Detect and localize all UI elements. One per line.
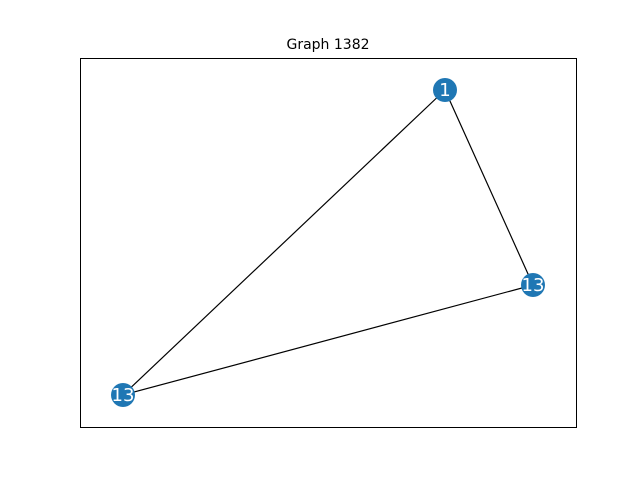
graph-node-label: 13: [112, 385, 135, 406]
graph-edges: [122, 89, 534, 396]
graph-node-label: 13: [522, 275, 545, 296]
graph-node-circle: [111, 383, 135, 407]
graph-title: Graph 1382: [286, 37, 369, 53]
graph-edge-n1-n3: [122, 89, 446, 396]
graph-node-n3: 13: [111, 383, 135, 407]
graph-node-n2: 13: [521, 273, 545, 297]
graph-nodes: 1 13 13: [111, 78, 545, 407]
graph-node-n1: 1: [433, 78, 457, 102]
graph-node-circle: [433, 78, 457, 102]
graph-node-label: 1: [439, 80, 450, 101]
graph-edge-n2-n3: [122, 284, 534, 396]
graph-edge-n1-n2: [444, 89, 534, 286]
plot-frame: [80, 58, 577, 428]
graph-node-circle: [521, 273, 545, 297]
